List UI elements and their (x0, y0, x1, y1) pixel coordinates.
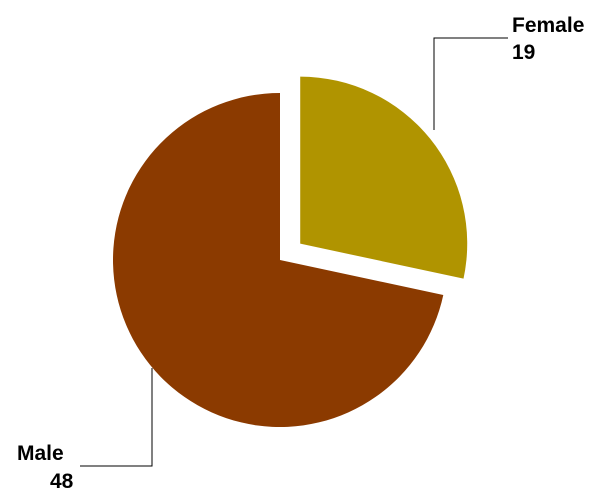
leader-line-male (80, 368, 153, 467)
slice-label-female-value: 19 (512, 41, 535, 64)
slice-label-female-name: Female (512, 14, 584, 37)
pie-slice-female (300, 76, 468, 279)
pie-slice-male (112, 93, 444, 427)
slice-label-male-value: 48 (50, 470, 74, 493)
pie-slices (112, 76, 468, 427)
slice-label-male-name: Male (17, 442, 64, 465)
leader-line-female (433, 37, 508, 130)
